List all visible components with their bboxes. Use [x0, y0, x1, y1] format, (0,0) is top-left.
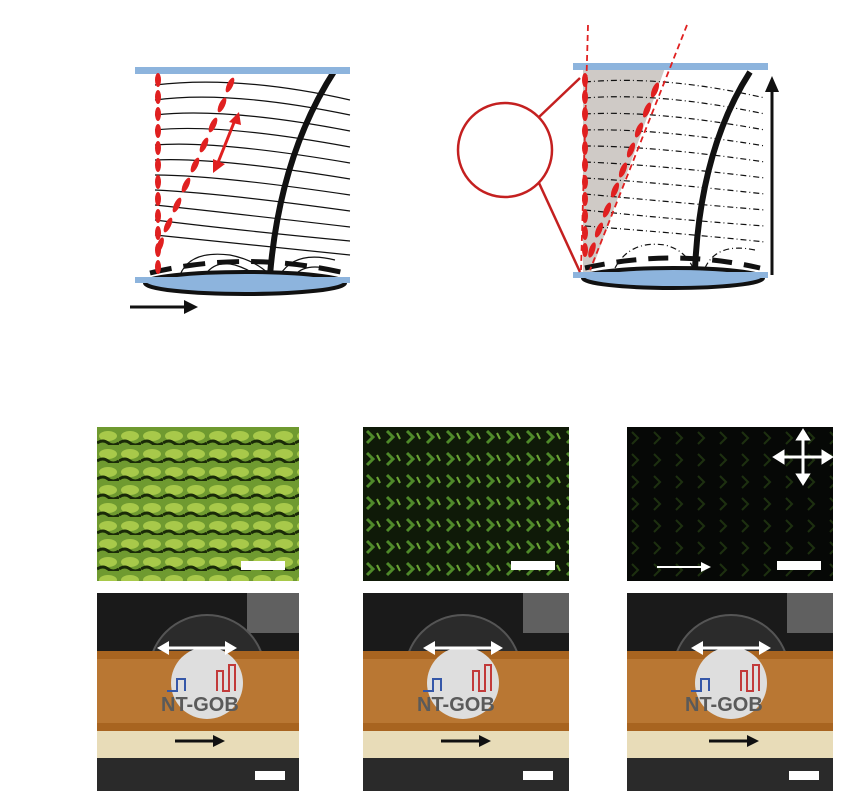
single-arrow — [441, 735, 491, 747]
logo-text: NT-GOB — [417, 694, 495, 716]
schematic-right — [455, 20, 795, 290]
field-lines — [154, 81, 351, 276]
logo-text: NT-GOB — [161, 694, 239, 716]
electrode-dash — [149, 259, 346, 276]
top-plate — [135, 67, 350, 74]
micrograph-medium — [363, 427, 569, 581]
bottom-plate-right — [573, 272, 768, 278]
scale-bar — [523, 771, 553, 780]
red-molecules-tilted — [156, 77, 235, 253]
magnifier — [456, 77, 582, 273]
crossed-polarizers-icon — [772, 428, 833, 486]
schematic-left — [120, 55, 370, 325]
photo-3: NT-GOB — [627, 593, 833, 791]
vertical-arrow — [765, 76, 779, 275]
double-arrow — [423, 641, 503, 655]
logo-skyline — [167, 664, 236, 692]
scale-bar — [789, 771, 819, 780]
single-arrow — [709, 735, 759, 747]
red-dashed-tilted — [589, 24, 688, 271]
photo-2: NT-GOB — [363, 593, 569, 791]
single-arrow — [175, 735, 225, 747]
double-arrow — [157, 641, 237, 655]
logo-text: NT-GOB — [685, 694, 763, 716]
logo-skyline — [691, 664, 760, 692]
scale-bar — [511, 561, 555, 570]
director-curve — [267, 68, 338, 276]
scale-bar — [255, 771, 285, 780]
photo-1: NT-GOB — [97, 593, 299, 791]
double-arrow — [691, 641, 771, 655]
logo-skyline — [423, 664, 492, 692]
rubbing-arrow — [657, 562, 711, 572]
scale-bar — [241, 561, 285, 570]
micrograph-dark — [627, 427, 833, 581]
director-curve-right — [692, 70, 753, 271]
rotation-arrow — [130, 300, 198, 314]
red-molecules-vertical — [155, 73, 161, 274]
scale-bar — [777, 561, 821, 570]
micrograph-bright — [97, 427, 299, 581]
bottom-plate — [135, 277, 350, 283]
red-molecules-vertical-right — [582, 73, 588, 257]
red-molecules-tilted-right — [588, 82, 660, 258]
red-double-arrow — [213, 112, 241, 173]
